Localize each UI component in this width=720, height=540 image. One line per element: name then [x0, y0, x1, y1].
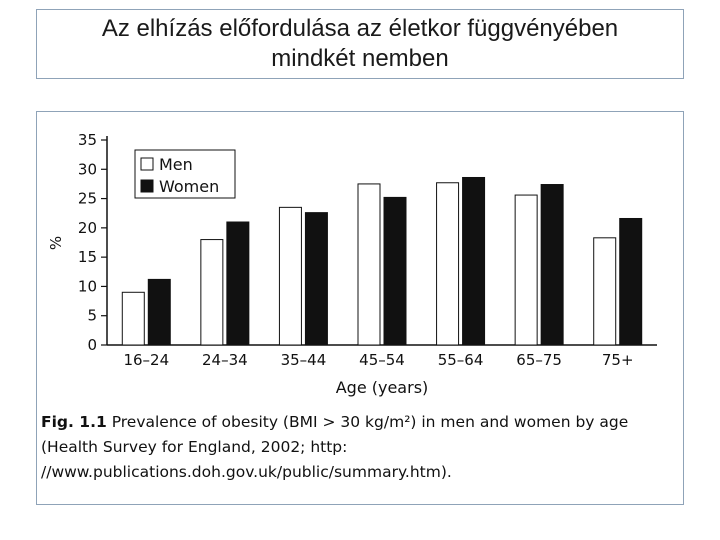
bar-men — [278, 206, 302, 346]
bar-men — [121, 291, 145, 346]
y-tick-label: 20 — [78, 219, 97, 237]
caption-line-2: (Health Survey for England, 2002; http: — [41, 438, 348, 456]
x-tick-label: 55–64 — [438, 351, 484, 369]
y-tick-label: 5 — [87, 307, 97, 325]
slide-title-line-2: mindkét nemben — [271, 45, 449, 72]
bar-women — [147, 278, 171, 346]
bar-women — [619, 217, 643, 346]
y-tick-label: 0 — [87, 336, 97, 354]
legend-label-women: Women — [159, 177, 219, 196]
x-tick-label: 45–54 — [359, 351, 405, 369]
bar-men — [200, 239, 224, 346]
y-axis-label: % — [47, 236, 65, 250]
bar-men — [357, 183, 381, 346]
bar-men — [514, 194, 538, 346]
slide-title-line-1: Az elhízás előfordulása az életkor függv… — [101, 15, 619, 42]
bar-women — [383, 196, 407, 346]
y-tick-label: 25 — [78, 190, 97, 208]
obesity-bar-chart: 0 5 10 15 20 25 30 35% 16–24 24–34 35–44 45–54 55–64… — [47, 131, 657, 397]
legend-swatch-women — [140, 179, 154, 193]
legend-swatch-men — [140, 157, 154, 171]
y-tick-label: 10 — [78, 277, 97, 295]
x-tick-label: 65–75 — [516, 351, 562, 369]
bar-men — [593, 237, 617, 346]
y-tick-label: 35 — [78, 131, 97, 149]
caption-line-3: //www.publications.doh.gov.uk/public/sum… — [41, 463, 452, 481]
bar-women — [540, 184, 564, 346]
y-tick-label: 30 — [78, 160, 97, 178]
x-tick-label: 75+ — [602, 351, 634, 369]
x-tick-label: 35–44 — [281, 351, 327, 369]
y-tick-label: 15 — [78, 248, 97, 266]
bar-women — [462, 176, 486, 346]
x-tick-label: 16–24 — [123, 351, 169, 369]
caption-label: Fig. 1.1 — [41, 413, 107, 431]
caption-text: Prevalence of obesity (BMI > 30 kg/m²) i… — [111, 413, 629, 431]
figure-caption: Fig. 1.1 Prevalence of obesity (BMI > 30… — [41, 410, 671, 485]
slide-title-box: Az elhízás előfordulása az életkor függv… — [36, 9, 684, 79]
figure-panel: 0 5 10 15 20 25 30 35% 16–24 24–34 35–44 45–54 55–64… — [36, 111, 684, 505]
x-tick-label: 24–34 — [202, 351, 248, 369]
bar-women — [304, 212, 328, 346]
bar-women — [226, 221, 250, 346]
x-axis-label: Age (years) — [336, 378, 429, 397]
legend-label-men: Men — [159, 155, 193, 174]
bar-men — [436, 182, 460, 346]
